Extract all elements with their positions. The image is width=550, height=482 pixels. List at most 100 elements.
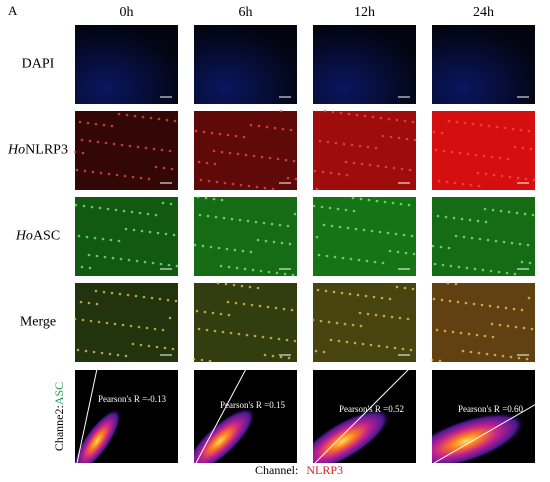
cell bbox=[97, 320, 101, 324]
cell bbox=[252, 154, 256, 158]
cell bbox=[432, 130, 436, 134]
cell bbox=[446, 281, 450, 285]
cell bbox=[351, 196, 355, 200]
cell bbox=[124, 354, 128, 358]
cell bbox=[205, 161, 209, 165]
cell bbox=[372, 295, 376, 299]
cell bbox=[389, 135, 393, 139]
cell bbox=[193, 243, 197, 247]
cell bbox=[473, 267, 477, 271]
row-label-name: ASC bbox=[33, 229, 60, 244]
cell bbox=[219, 312, 223, 316]
cell bbox=[470, 236, 474, 240]
x-axis-label: Channel: NLRP3 bbox=[255, 463, 343, 477]
cell bbox=[236, 152, 240, 156]
cell bbox=[151, 261, 155, 265]
cell bbox=[490, 155, 494, 159]
cell bbox=[364, 294, 368, 298]
cell bbox=[209, 245, 213, 249]
cell bbox=[266, 305, 270, 309]
cell bbox=[143, 260, 147, 264]
cell bbox=[253, 334, 257, 338]
cell bbox=[518, 242, 522, 246]
cell bbox=[114, 208, 118, 212]
cell bbox=[460, 217, 464, 221]
cell bbox=[89, 319, 93, 323]
row-label-prefix: Ho bbox=[7, 143, 25, 158]
cell bbox=[502, 240, 506, 244]
image-bg bbox=[75, 25, 178, 104]
cell bbox=[506, 324, 510, 328]
cell bbox=[464, 301, 468, 305]
cell bbox=[99, 171, 103, 175]
cell bbox=[164, 232, 168, 236]
red-signal bbox=[313, 111, 416, 190]
cell bbox=[150, 296, 154, 300]
cell bbox=[263, 186, 267, 190]
cell bbox=[493, 353, 497, 357]
cell bbox=[530, 327, 534, 331]
cell bbox=[233, 248, 237, 252]
cell bbox=[254, 220, 258, 224]
cell bbox=[409, 348, 413, 352]
cell bbox=[405, 137, 409, 141]
cell bbox=[322, 350, 326, 354]
cell bbox=[224, 282, 228, 286]
cell bbox=[377, 344, 381, 348]
cell bbox=[256, 238, 260, 242]
cell bbox=[387, 117, 391, 121]
cell bbox=[385, 345, 389, 349]
cell bbox=[408, 168, 412, 172]
cell bbox=[332, 290, 336, 294]
cell bbox=[272, 240, 276, 244]
cell bbox=[213, 162, 217, 166]
cell bbox=[371, 115, 375, 119]
cell bbox=[472, 302, 476, 306]
cell bbox=[531, 213, 535, 217]
cell bbox=[484, 220, 488, 224]
cell bbox=[95, 254, 99, 258]
cell bbox=[376, 164, 380, 168]
cell bbox=[335, 321, 339, 325]
cell bbox=[126, 293, 130, 297]
cell bbox=[289, 128, 293, 132]
cell bbox=[395, 118, 399, 122]
cell bbox=[399, 202, 403, 206]
cell bbox=[445, 180, 449, 184]
cell bbox=[404, 251, 408, 255]
cell bbox=[369, 343, 373, 347]
cell bbox=[230, 217, 234, 221]
cell bbox=[290, 308, 294, 312]
cell bbox=[487, 124, 491, 128]
cell bbox=[133, 114, 137, 118]
cell bbox=[523, 212, 527, 216]
row-label: DAPI bbox=[22, 57, 55, 72]
image-bg bbox=[194, 25, 297, 104]
cell bbox=[529, 147, 533, 151]
cell bbox=[115, 173, 119, 177]
cell bbox=[273, 126, 277, 130]
cell bbox=[437, 179, 441, 183]
cell bbox=[214, 215, 218, 219]
cell bbox=[507, 210, 511, 214]
cell bbox=[136, 145, 140, 149]
cell bbox=[406, 317, 410, 321]
cell bbox=[391, 201, 395, 205]
cell bbox=[336, 207, 340, 211]
column-header: 6h bbox=[239, 5, 253, 20]
cell bbox=[104, 141, 108, 145]
cell bbox=[78, 120, 82, 124]
cell bbox=[221, 330, 225, 334]
cell bbox=[134, 294, 138, 298]
cell bbox=[504, 306, 508, 310]
cell bbox=[232, 283, 236, 287]
cell bbox=[438, 359, 442, 363]
cell bbox=[113, 322, 117, 326]
cell bbox=[350, 143, 354, 147]
cell bbox=[102, 123, 106, 127]
cell bbox=[216, 281, 220, 285]
cell bbox=[118, 292, 122, 296]
cell bbox=[412, 252, 416, 256]
cell bbox=[390, 315, 394, 319]
cell bbox=[223, 181, 227, 185]
